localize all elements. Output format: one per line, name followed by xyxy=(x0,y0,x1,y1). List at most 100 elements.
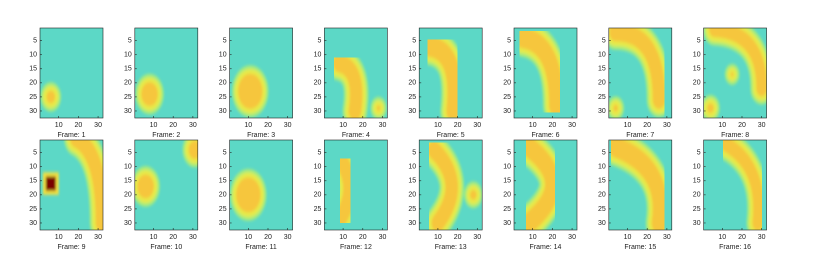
y-tick-label: 10 xyxy=(314,52,322,59)
x-tick-label: 30 xyxy=(284,122,292,129)
frame-label: Frame: 4 xyxy=(342,132,370,139)
y-tick-label: 5 xyxy=(223,150,227,157)
frame-label: Frame: 3 xyxy=(247,132,275,139)
y-tick-label: 15 xyxy=(598,178,606,185)
y-tick-label: 30 xyxy=(693,108,701,115)
y-tick-label: 20 xyxy=(408,192,416,199)
frame-label: Frame: 8 xyxy=(721,132,749,139)
y-tick-label: 15 xyxy=(314,66,322,73)
panel: 5 10 15 20 25 30 10 20 30 Frame: 5 xyxy=(408,27,483,139)
y-tick-label: 10 xyxy=(408,52,416,59)
x-tick-label: 10 xyxy=(244,122,252,129)
y-tick-label: 30 xyxy=(314,108,322,115)
heatmap-blobs xyxy=(703,28,767,118)
heatmap xyxy=(715,140,767,230)
x-tick-label: 20 xyxy=(548,122,556,129)
y-tick-label: 15 xyxy=(408,66,416,73)
heatmap-blobs xyxy=(715,140,767,230)
x-tick-label: 10 xyxy=(244,234,252,241)
heatmap xyxy=(514,28,570,118)
blob xyxy=(730,72,734,77)
y-tick-label: 10 xyxy=(314,164,322,171)
x-tick-label: 20 xyxy=(264,122,272,129)
heatmap xyxy=(703,28,767,118)
y-tick-label: 25 xyxy=(219,206,227,213)
y-tick-label: 15 xyxy=(219,66,227,73)
y-tick-label: 5 xyxy=(33,150,37,157)
x-tick-label: 30 xyxy=(379,234,387,241)
x-tick-label: 30 xyxy=(94,234,102,241)
y-tick-label: 30 xyxy=(503,108,511,115)
blob xyxy=(137,174,154,199)
heatmap xyxy=(328,146,362,230)
panel: 5 10 15 20 25 30 10 20 30 Frame: 11 xyxy=(219,139,293,251)
axes-box xyxy=(229,139,293,231)
frame-label: Frame: 13 xyxy=(435,244,467,251)
frame-label: Frame: 6 xyxy=(531,132,559,139)
y-tick-label: 30 xyxy=(314,220,322,227)
heatmap-blobs xyxy=(608,28,672,118)
frame-label: Frame: 1 xyxy=(57,132,85,139)
x-tick-label: 20 xyxy=(74,234,82,241)
x-tick-label: 10 xyxy=(718,122,726,129)
y-tick-label: 25 xyxy=(503,94,511,101)
y-tick-label: 10 xyxy=(503,52,511,59)
y-tick-label: 10 xyxy=(598,164,606,171)
y-tick-label: 10 xyxy=(598,52,606,59)
heatmap-blobs xyxy=(514,28,570,118)
y-tick-label: 25 xyxy=(598,206,606,213)
crescent xyxy=(521,140,560,230)
x-tick-label: 20 xyxy=(169,122,177,129)
heatmap-blobs xyxy=(134,140,198,207)
x-tick-label: 20 xyxy=(74,122,82,129)
y-tick-label: 10 xyxy=(29,164,37,171)
y-tick-label: 15 xyxy=(124,178,132,185)
crescent xyxy=(515,28,564,116)
x-tick-label: 20 xyxy=(738,122,746,129)
x-tick-label: 30 xyxy=(189,234,197,241)
x-tick-label: 30 xyxy=(189,122,197,129)
blob xyxy=(376,105,381,111)
x-tick-label: 10 xyxy=(624,234,632,241)
x-tick-label: 20 xyxy=(454,122,462,129)
heatmap-blobs xyxy=(515,140,566,230)
heatmap-blobs xyxy=(232,65,269,118)
x-tick-label: 10 xyxy=(150,122,158,129)
y-tick-label: 20 xyxy=(124,80,132,87)
y-tick-label: 30 xyxy=(29,220,37,227)
crescent xyxy=(720,140,764,230)
heatmap xyxy=(134,140,198,207)
y-tick-label: 30 xyxy=(408,108,416,115)
heatmap xyxy=(232,65,269,118)
crescent xyxy=(70,140,103,230)
x-tick-label: 20 xyxy=(738,234,746,241)
axes-box xyxy=(324,139,388,231)
axes-box xyxy=(608,27,673,119)
y-tick-label: 5 xyxy=(507,150,511,157)
heatmap-blobs xyxy=(326,45,387,118)
heatmap-blobs xyxy=(608,140,672,230)
x-tick-label: 30 xyxy=(663,122,671,129)
y-tick-label: 20 xyxy=(314,80,322,87)
y-tick-label: 30 xyxy=(598,108,606,115)
axes-box xyxy=(134,27,199,119)
crescent xyxy=(709,28,767,97)
x-tick-label: 20 xyxy=(359,122,367,129)
axes-box xyxy=(324,27,388,119)
y-tick-label: 30 xyxy=(693,220,701,227)
y-tick-label: 15 xyxy=(693,178,701,185)
blob xyxy=(141,82,158,106)
heatmap xyxy=(608,140,672,230)
x-tick-label: 20 xyxy=(454,234,462,241)
panel: 5 10 15 20 25 30 10 20 30 Frame: 1 xyxy=(29,27,104,139)
y-tick-label: 15 xyxy=(29,178,37,185)
x-tick-label: 10 xyxy=(624,122,632,129)
axes-box xyxy=(703,139,767,231)
y-tick-label: 10 xyxy=(693,164,701,171)
heatmap-blobs xyxy=(135,73,164,115)
crescent xyxy=(427,140,458,230)
y-tick-label: 15 xyxy=(503,66,511,73)
y-tick-label: 25 xyxy=(693,94,701,101)
y-tick-label: 10 xyxy=(408,164,416,171)
